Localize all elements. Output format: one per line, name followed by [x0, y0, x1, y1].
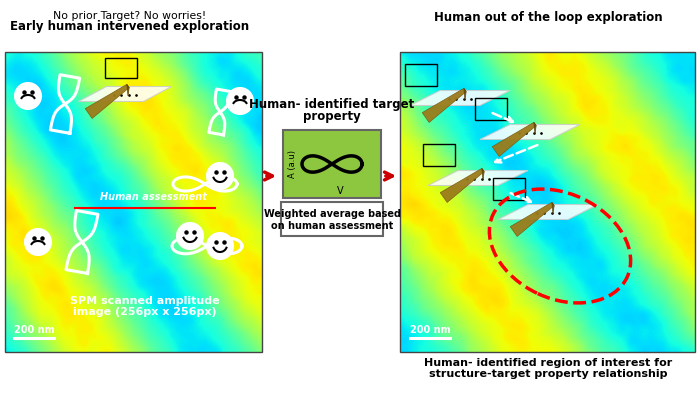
Polygon shape — [464, 88, 466, 100]
Bar — [105, 58, 137, 78]
Circle shape — [25, 229, 51, 255]
Text: 200 nm: 200 nm — [410, 325, 451, 335]
Text: Early human intervened exploration: Early human intervened exploration — [10, 20, 250, 33]
Polygon shape — [482, 168, 484, 180]
Circle shape — [15, 83, 41, 109]
Circle shape — [207, 233, 233, 259]
Polygon shape — [85, 84, 129, 119]
Text: 200 nm: 200 nm — [14, 325, 55, 335]
Circle shape — [177, 223, 203, 249]
Text: Human- identified target: Human- identified target — [249, 97, 414, 110]
Bar — [281, 202, 383, 236]
Polygon shape — [422, 88, 466, 123]
Polygon shape — [492, 123, 536, 156]
Polygon shape — [127, 84, 129, 96]
Text: Human out of the loop exploration: Human out of the loop exploration — [434, 11, 662, 24]
Text: property: property — [303, 110, 361, 123]
Text: structure-target property relationship: structure-target property relationship — [428, 369, 667, 379]
Circle shape — [207, 163, 233, 189]
Text: No prior Target? No worries!: No prior Target? No worries! — [53, 11, 206, 21]
Bar — [475, 98, 507, 120]
Polygon shape — [498, 204, 598, 219]
Text: V: V — [337, 186, 343, 196]
Text: SPM scanned amplitude: SPM scanned amplitude — [70, 296, 220, 306]
Polygon shape — [534, 123, 536, 134]
Polygon shape — [480, 125, 580, 139]
Text: A (a.u): A (a.u) — [288, 150, 297, 178]
Bar — [405, 64, 437, 86]
Polygon shape — [78, 87, 172, 102]
Bar — [283, 130, 381, 198]
Bar — [493, 178, 525, 200]
Polygon shape — [552, 203, 554, 214]
Polygon shape — [510, 203, 554, 236]
Bar — [5, 52, 262, 352]
Text: image (256px x 256px): image (256px x 256px) — [74, 307, 217, 317]
Bar — [423, 144, 455, 166]
Bar — [400, 52, 695, 352]
Text: Human- identified region of interest for: Human- identified region of interest for — [424, 358, 672, 368]
Text: on human assessment: on human assessment — [271, 221, 393, 231]
Polygon shape — [440, 168, 484, 203]
Polygon shape — [428, 171, 528, 186]
Text: Weighted average based: Weighted average based — [263, 209, 400, 219]
Polygon shape — [410, 91, 510, 106]
Text: Human assessment: Human assessment — [100, 192, 207, 202]
Circle shape — [227, 88, 253, 114]
